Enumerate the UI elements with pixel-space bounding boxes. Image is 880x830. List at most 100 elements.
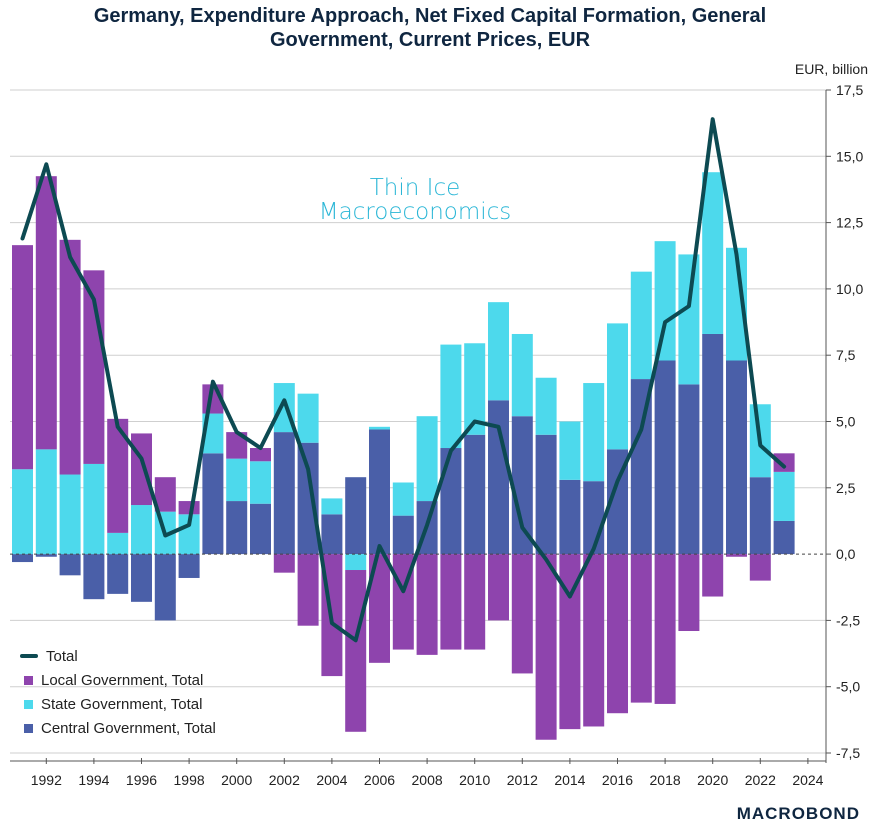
y-tick-label: 17,5 (836, 82, 863, 98)
y-tick-label: 5,0 (836, 414, 856, 430)
bar-state (583, 383, 605, 482)
bar-local (369, 554, 390, 663)
macrobond-logo: MACROBOND (736, 804, 860, 823)
bar-central (226, 501, 248, 555)
bar-state (12, 469, 33, 555)
bar-central (392, 515, 414, 555)
bar-central (83, 554, 105, 600)
y-tick-label: 12,5 (836, 215, 863, 231)
bar-state (178, 514, 200, 555)
bar-local (440, 554, 462, 650)
bar-central (202, 453, 224, 555)
bar-central (345, 477, 367, 555)
legend: Total Local Government, Total State Gove… (20, 644, 216, 740)
bar-state (535, 377, 557, 435)
legend-label-central: Central Government, Total (41, 719, 216, 737)
bar-state (773, 471, 795, 521)
legend-item-state: State Government, Total (20, 692, 216, 716)
bar-local (154, 477, 176, 512)
x-tick-label: 2014 (554, 772, 585, 788)
bar-local (35, 176, 57, 450)
y-tick-label: -2,5 (836, 612, 860, 628)
bar-state (345, 554, 367, 571)
bar-central (178, 554, 200, 578)
x-tick-label: 2010 (459, 772, 490, 788)
bar-central (749, 477, 771, 555)
bar-state (131, 505, 152, 555)
bar-local (345, 570, 367, 732)
bar-state (107, 532, 129, 555)
x-tick-label: 1998 (174, 772, 205, 788)
bar-local (273, 554, 295, 573)
x-tick-label: 2008 (412, 772, 443, 788)
bar-central (440, 448, 462, 555)
bar-local (250, 448, 271, 462)
legend-item-local: Local Government, Total (20, 668, 216, 692)
bar-central (559, 479, 581, 555)
y-tick-label: 15,0 (836, 148, 863, 164)
bar-local (464, 554, 486, 650)
bar-state (726, 247, 747, 361)
bar-local (178, 501, 200, 515)
bar-local (12, 245, 33, 470)
y-tick-label: -5,0 (836, 679, 860, 695)
x-tick-label: 2016 (602, 772, 633, 788)
y-axis: 17,5 15,0 12,5 10,0 7,5 5,0 2,5 0,0 -2,5 -5,0 -7,5 (825, 82, 863, 763)
x-tick-label: 1996 (126, 772, 157, 788)
bar-central (35, 554, 57, 557)
bar-state (654, 241, 676, 361)
x-tick-label: 2002 (269, 772, 300, 788)
bar-state (630, 271, 652, 380)
legend-swatch-state (24, 699, 33, 709)
legend-label-total: Total (46, 647, 78, 665)
bar-state (226, 458, 248, 502)
bar-local (749, 554, 771, 581)
bar-local (583, 554, 605, 727)
bar-local (678, 554, 700, 632)
y-tick-label: 7,5 (836, 347, 856, 363)
bar-central (630, 379, 652, 555)
bar-state (488, 302, 509, 401)
x-tick-label: 1992 (31, 772, 62, 788)
bar-central (273, 432, 295, 555)
x-tick-label: 2022 (745, 772, 776, 788)
bars (12, 172, 795, 740)
watermark: Thin Ice Macroeconomics (300, 176, 530, 224)
bar-state (250, 461, 271, 504)
bar-local (654, 554, 676, 704)
legend-swatch-local (24, 675, 33, 685)
bar-state (440, 344, 462, 449)
bar-local (607, 554, 628, 714)
chart-title: Germany, Expenditure Approach, Net Fixed… (0, 4, 860, 52)
bar-central (107, 554, 129, 594)
bar-local (107, 418, 129, 533)
legend-item-total: Total (20, 644, 216, 668)
bar-state (607, 323, 628, 450)
chart-title-line-2: Government, Current Prices, EUR (269, 29, 591, 51)
bar-central (535, 434, 557, 555)
bar-state (297, 393, 319, 443)
legend-label-local: Local Government, Total (41, 671, 204, 689)
bar-central (131, 554, 152, 602)
x-tick-label: 2020 (697, 772, 728, 788)
bar-central (678, 384, 700, 555)
bar-local (59, 239, 81, 475)
legend-swatch-total (20, 654, 38, 658)
bar-local (773, 453, 795, 472)
bar-local (702, 554, 724, 597)
y-tick-label: 2,5 (836, 480, 856, 496)
bar-state (464, 343, 486, 435)
total-line (20, 117, 787, 643)
bar-local (630, 554, 652, 703)
bar-local (559, 554, 581, 730)
bar-local (297, 554, 319, 626)
bar-central (654, 360, 676, 555)
legend-item-central: Central Government, Total (20, 716, 216, 740)
bar-central (297, 442, 319, 555)
legend-swatch-central (24, 723, 33, 733)
bar-local (488, 554, 509, 621)
bar-local (511, 554, 533, 674)
y-tick-label: 10,0 (836, 281, 863, 297)
bar-central (250, 503, 271, 555)
x-tick-label: 2018 (650, 772, 681, 788)
